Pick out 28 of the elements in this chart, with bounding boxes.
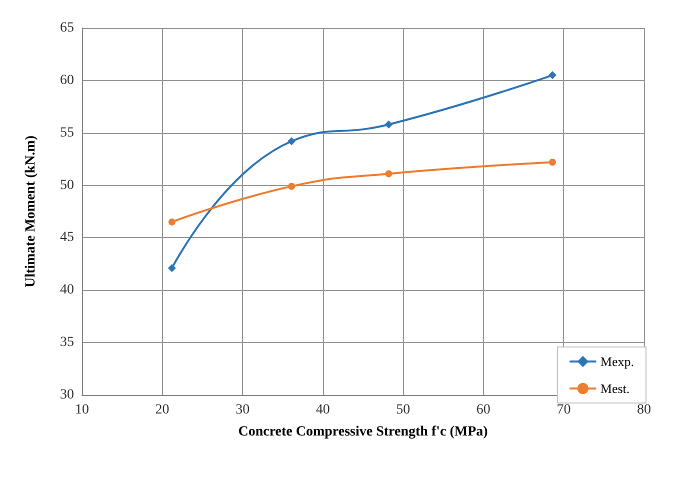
legend-label: Mest.: [600, 381, 630, 396]
y-tick-label: 35: [60, 335, 74, 350]
point: [548, 71, 556, 80]
y-tick-label: 50: [60, 178, 74, 193]
point: [168, 264, 176, 272]
x-tick-label: 60: [476, 402, 490, 418]
y-axis-title: Ultimate Moment (kN.m): [24, 135, 38, 288]
y-tick-label: 65: [60, 20, 74, 36]
x-tick-label: 30: [236, 402, 250, 418]
y-tick-label: 55: [60, 125, 74, 140]
x-axis-title: Concrete Compressive Strength f'c (MPa): [238, 424, 488, 440]
y-tick-label: 45: [60, 230, 74, 246]
y-tick-label: 40: [60, 282, 74, 298]
x-tick-label: 20: [155, 402, 170, 418]
point: [168, 218, 176, 226]
x-tick-label: 50: [396, 402, 410, 418]
x-tick-label: 70: [556, 402, 571, 418]
point: [288, 137, 296, 146]
point: [548, 158, 556, 166]
y-tick-label: 30: [60, 388, 74, 402]
x-tick-label: 10: [75, 402, 89, 418]
point: [384, 120, 393, 128]
legend-label: Mexp.: [600, 354, 634, 369]
point: [385, 170, 392, 178]
x-tick-label: 40: [316, 402, 330, 418]
point: [288, 182, 296, 190]
y-tick-label: 60: [60, 72, 74, 88]
x-tick-label: 80: [637, 402, 651, 418]
